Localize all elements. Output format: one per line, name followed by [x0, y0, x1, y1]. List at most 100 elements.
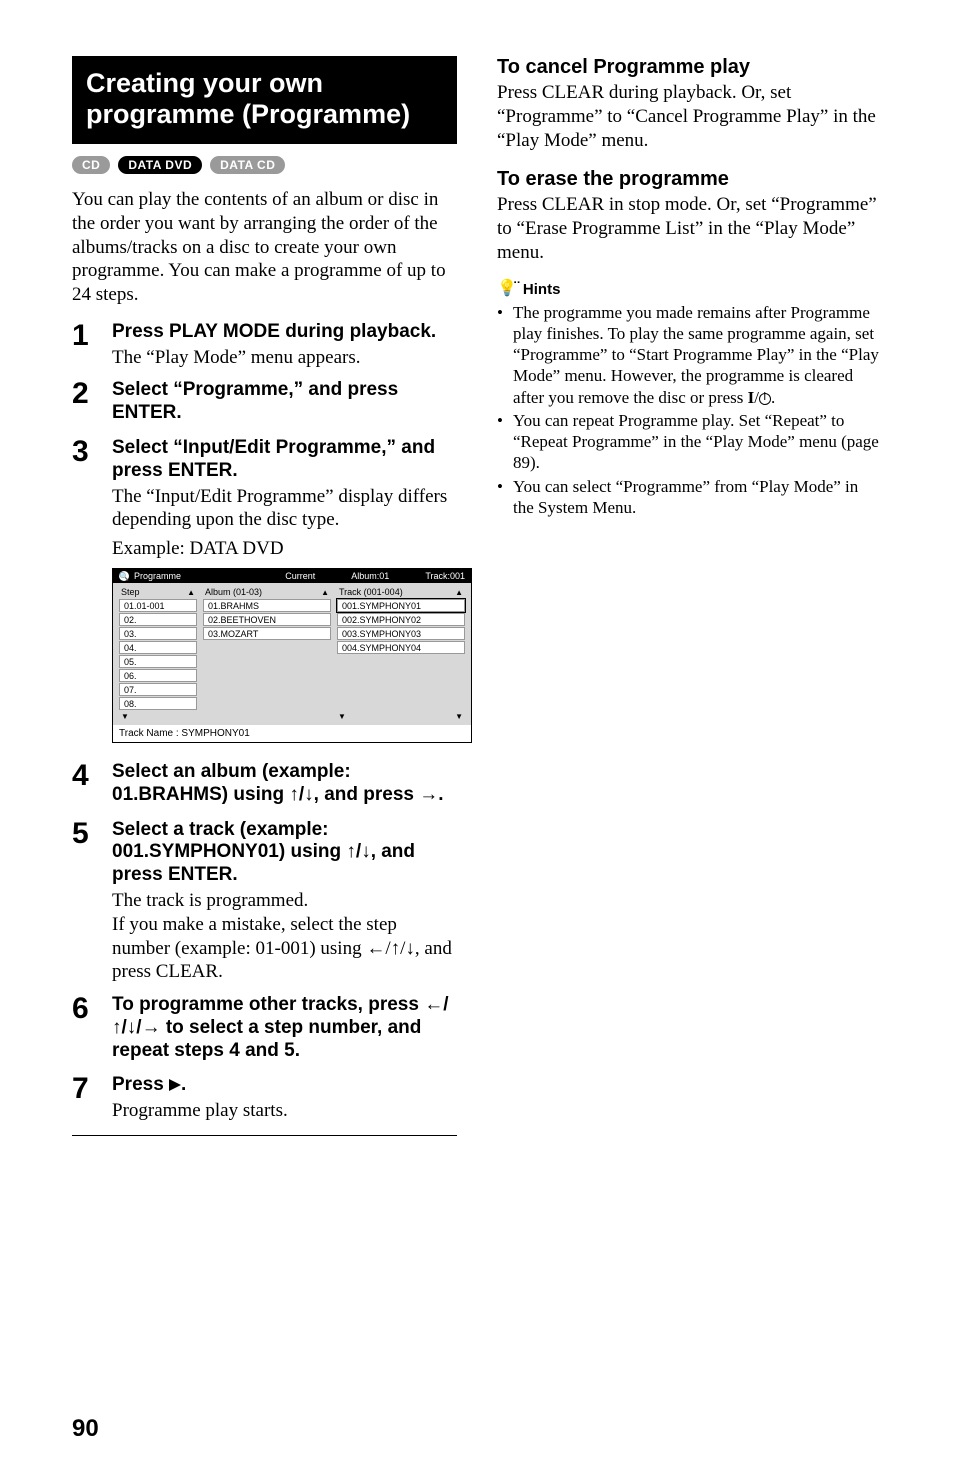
screenshot-album-column: Album (01-03)▲ 01.BRAHMS 02.BEETHOVEN 03…	[203, 587, 331, 710]
step-text: The track is programmed.If you make a mi…	[112, 889, 457, 984]
list-item: 001.SYMPHONY01	[337, 599, 465, 612]
step-body: Press . Programme play starts.	[112, 1074, 457, 1123]
step-heading: Select “Programme,” and press ENTER.	[112, 379, 457, 425]
up-arrow-icon: ▲	[455, 588, 463, 597]
step-heading: Select “Input/Edit Programme,” and press…	[112, 437, 472, 483]
divider	[72, 1135, 457, 1136]
step-4: 4 Select an album (example: 01.BRAHMS) u…	[72, 761, 457, 809]
screenshot-footer: Track Name : SYMPHONY01	[113, 725, 471, 742]
step-number: 6	[72, 994, 100, 1064]
screenshot-current: Current	[285, 571, 315, 581]
step-text: The “Play Mode” menu appears.	[112, 346, 457, 370]
badge-data-dvd: DATA DVD	[118, 156, 202, 174]
up-arrow-icon: ▲	[187, 588, 195, 597]
list-item: 004.SYMPHONY04	[337, 641, 465, 654]
screenshot-track-column: Track (001-004)▲ 001.SYMPHONY01 002.SYMP…	[337, 587, 465, 710]
step-number: 1	[72, 321, 100, 370]
step-3: 3 Select “Input/Edit Programme,” and pre…	[72, 437, 457, 751]
screenshot-album: Album:01	[351, 571, 389, 581]
hints-label: 💡̈ Hints	[497, 281, 882, 298]
magnify-icon: 🔍	[119, 571, 129, 581]
step-heading: To programme other tracks, press ←/↑/↓/→…	[112, 994, 457, 1062]
list-item: 04.	[119, 641, 197, 654]
screenshot-header: 🔍 Programme Current Album:01 Track:001	[113, 569, 471, 583]
step-list: 01.01-001 02. 03. 04. 05. 06. 07. 08.	[119, 599, 197, 710]
badge-data-cd: DATA CD	[210, 156, 285, 174]
list-item: 02.BEETHOVEN	[203, 613, 331, 626]
section-title-box: Creating your own programme (Programme)	[72, 56, 457, 144]
content-columns: Creating your own programme (Programme) …	[72, 56, 882, 1136]
bullet-icon: •	[497, 476, 507, 519]
screenshot-columns: Step▲ 01.01-001 02. 03. 04. 05. 06. 07.	[119, 587, 465, 710]
right-column: To cancel Programme play Press CLEAR dur…	[497, 56, 882, 1136]
hint-bulb-icon: 💡̈	[497, 281, 517, 297]
screenshot-step-column: Step▲ 01.01-001 02. 03. 04. 05. 06. 07.	[119, 587, 197, 710]
hint-text: You can repeat Programme play. Set “Repe…	[513, 410, 882, 474]
badge-cd: CD	[72, 156, 110, 174]
column-header: Step▲	[119, 587, 197, 597]
programme-screenshot: 🔍 Programme Current Album:01 Track:001 S…	[112, 568, 472, 743]
down-arrow-icon: ▼	[338, 712, 346, 721]
step-1: 1 Press PLAY MODE during playback. The “…	[72, 321, 457, 370]
step-body: To programme other tracks, press ←/↑/↓/→…	[112, 994, 457, 1064]
step-heading: Select an album (example: 01.BRAHMS) usi…	[112, 761, 457, 807]
step-body: Select an album (example: 01.BRAHMS) usi…	[112, 761, 457, 809]
play-icon	[169, 1079, 181, 1091]
paragraph: Press CLEAR during playback. Or, set “Pr…	[497, 81, 882, 152]
hint-item: • The programme you made remains after P…	[497, 302, 882, 408]
example-caption: Example: DATA DVD	[112, 538, 472, 560]
intro-paragraph: You can play the contents of an album or…	[72, 188, 457, 307]
hints-list: • The programme you made remains after P…	[497, 302, 882, 519]
format-badges: CD DATA DVD DATA CD	[72, 156, 457, 174]
step-heading: Select a track (example: 001.SYMPHONY01)…	[112, 819, 457, 887]
list-item: 07.	[119, 683, 197, 696]
hint-text: You can select “Programme” from “Play Mo…	[513, 476, 882, 519]
album-list: 01.BRAHMS 02.BEETHOVEN 03.MOZART	[203, 599, 331, 640]
step-2: 2 Select “Programme,” and press ENTER.	[72, 379, 457, 427]
step-number: 2	[72, 379, 100, 427]
list-item: 003.SYMPHONY03	[337, 627, 465, 640]
down-arrow-icon: ▼	[121, 712, 129, 721]
track-list: 001.SYMPHONY01 002.SYMPHONY02 003.SYMPHO…	[337, 599, 465, 654]
up-arrow-icon: ▲	[321, 588, 329, 597]
step-6: 6 To programme other tracks, press ←/↑/↓…	[72, 994, 457, 1064]
step-body: Select a track (example: 001.SYMPHONY01)…	[112, 819, 457, 984]
list-item: 08.	[119, 697, 197, 710]
section-title: Creating your own programme (Programme)	[86, 68, 443, 130]
left-column: Creating your own programme (Programme) …	[72, 56, 457, 1136]
hints-text: Hints	[523, 281, 561, 298]
step-text: Programme play starts.	[112, 1099, 457, 1123]
step-number: 5	[72, 819, 100, 984]
power-icon	[759, 393, 771, 405]
screenshot-title: Programme	[134, 571, 181, 581]
column-header: Album (01-03)▲	[203, 587, 331, 597]
paragraph: Press CLEAR in stop mode. Or, set “Progr…	[497, 193, 882, 264]
list-item: 03.	[119, 627, 197, 640]
subsection-heading: To cancel Programme play	[497, 56, 882, 79]
list-item: 002.SYMPHONY02	[337, 613, 465, 626]
step-number: 7	[72, 1074, 100, 1123]
page-number: 90	[72, 1415, 99, 1443]
step-text: The “Input/Edit Programme” display diffe…	[112, 485, 472, 533]
list-item: 03.MOZART	[203, 627, 331, 640]
list-item: 05.	[119, 655, 197, 668]
screenshot-scroll-indicators: ▼ ▼ ▼	[119, 712, 465, 721]
step-5: 5 Select a track (example: 001.SYMPHONY0…	[72, 819, 457, 984]
hint-item: • You can select “Programme” from “Play …	[497, 476, 882, 519]
step-body: Select “Programme,” and press ENTER.	[112, 379, 457, 427]
list-item: 01.01-001	[119, 599, 197, 612]
hint-item: • You can repeat Programme play. Set “Re…	[497, 410, 882, 474]
step-heading: Press .	[112, 1074, 457, 1097]
step-number: 3	[72, 437, 100, 751]
list-item: 06.	[119, 669, 197, 682]
bullet-icon: •	[497, 410, 507, 474]
screenshot-track: Track:001	[425, 571, 465, 581]
list-item: 01.BRAHMS	[203, 599, 331, 612]
step-number: 4	[72, 761, 100, 809]
bullet-icon: •	[497, 302, 507, 408]
column-header: Track (001-004)▲	[337, 587, 465, 597]
step-body: Press PLAY MODE during playback. The “Pl…	[112, 321, 457, 370]
down-arrow-icon: ▼	[455, 712, 463, 721]
step-7: 7 Press . Programme play starts.	[72, 1074, 457, 1123]
step-body: Select “Input/Edit Programme,” and press…	[112, 437, 472, 751]
